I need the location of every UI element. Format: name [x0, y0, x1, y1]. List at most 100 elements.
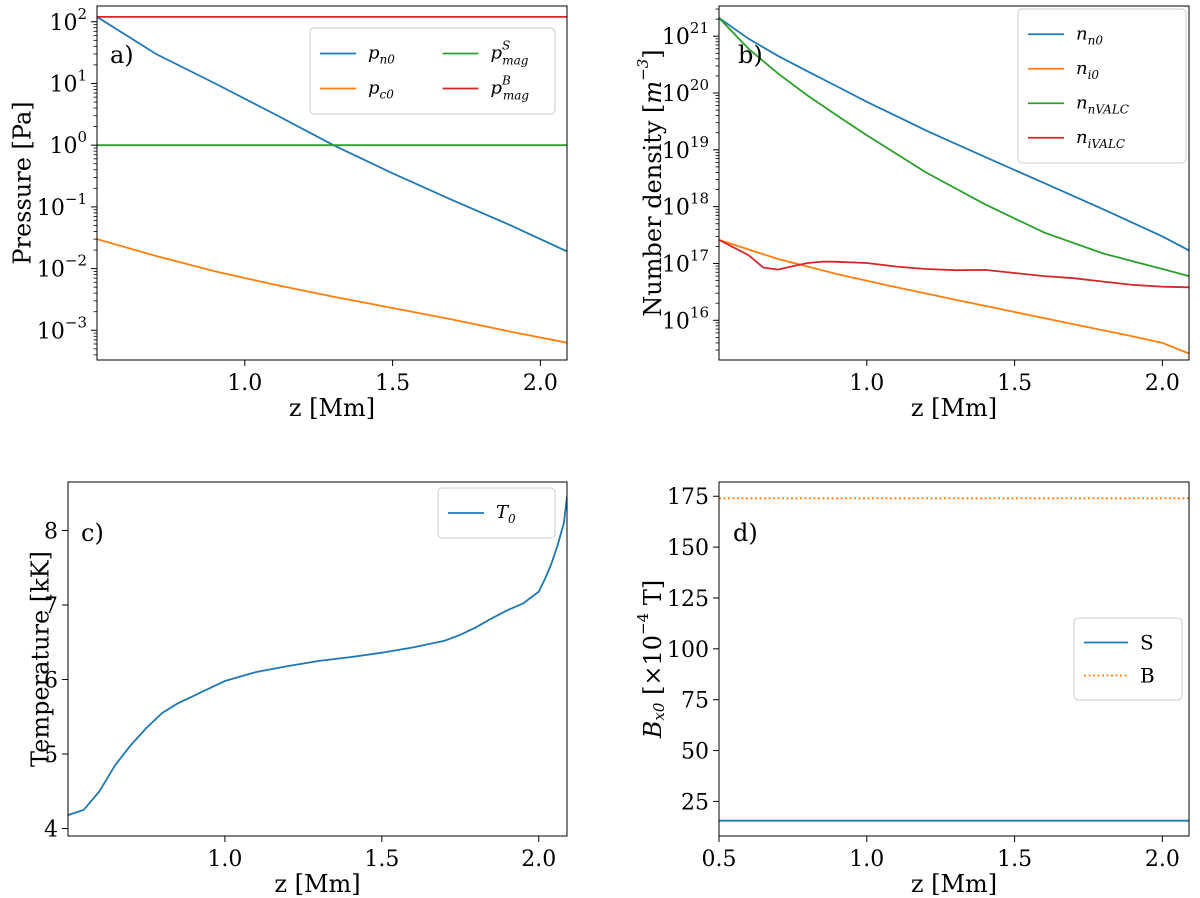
legend-label-sub: iVALC: [1088, 137, 1126, 151]
x-tick-label: 1.5: [375, 371, 410, 396]
y-tick-exponent: 17: [690, 246, 709, 264]
legend-label: ni0: [1076, 58, 1099, 82]
y-tick-label: 1020: [662, 76, 709, 107]
legend-label-sub: n0: [1088, 33, 1104, 47]
y-tick-label: 1017: [662, 246, 709, 277]
y-tick-label: 25: [681, 790, 709, 815]
y-tick-exponent: 20: [690, 76, 709, 94]
legend-label-sup: S: [502, 39, 510, 53]
y-tick-label: 10−3: [37, 313, 87, 344]
legend-label-symbol: n: [1076, 127, 1088, 148]
y-axis-label: Temperature [kK]: [27, 551, 55, 767]
y-tick-exponent: 1: [77, 66, 87, 84]
legend-label-symbol: p: [368, 78, 380, 99]
y-tick-label: 8: [44, 519, 58, 544]
axes-frame: [67, 481, 568, 837]
legend-box: [1073, 617, 1183, 701]
axes-frame: [718, 481, 1190, 837]
y-axis-label: Number density [m−3]: [634, 49, 667, 316]
y-tick-base: 10: [662, 252, 690, 277]
legend-label-sup: B: [501, 74, 511, 88]
legend-label-sub: i0: [1088, 68, 1100, 82]
x-tick-label: 1.5: [997, 371, 1032, 396]
y-axis-label-exp: −4: [634, 613, 652, 635]
legend-label-sub: nVALC: [1088, 102, 1129, 116]
axes-frame: [718, 5, 1190, 361]
y-tick-base: 10: [662, 139, 690, 164]
legend-label-symbol: p: [368, 43, 380, 64]
legend-label: nn0: [1076, 23, 1103, 47]
y-axis-label-text: [×10: [639, 635, 667, 703]
y-tick-exponent: −3: [65, 313, 87, 331]
x-tick-label: 1.5: [364, 847, 399, 872]
x-tick-label: 1.0: [849, 371, 884, 396]
y-tick-label: 100: [49, 128, 87, 159]
series-line-nnvalc: [719, 17, 1189, 277]
series-line-nn0: [719, 17, 1189, 252]
panel-label: d): [733, 519, 758, 547]
x-axis-label: z [Mm]: [911, 870, 997, 898]
legend-label-sub: n0: [380, 53, 396, 67]
y-tick-label: 1016: [662, 303, 709, 334]
x-tick-label: 1.5: [997, 847, 1032, 872]
y-tick-base: 10: [662, 82, 690, 107]
y-axis-label-symbol: B: [639, 721, 667, 740]
x-axis-label: z [Mm]: [274, 870, 360, 898]
series-line-nivalc: [719, 239, 1189, 289]
y-tick-label: 1021: [662, 19, 709, 50]
legend-box: [1017, 8, 1187, 164]
legend-label-sub: c0: [380, 88, 395, 102]
legend-label-symbol: n: [1076, 58, 1088, 79]
legend-label: pn0: [368, 43, 395, 67]
y-tick-base: 10: [37, 319, 65, 344]
legend-box: [309, 27, 556, 115]
y-axis-label-sub: x0: [650, 702, 668, 720]
y-tick-label: 101: [49, 66, 87, 97]
x-tick-label: 2.0: [1145, 371, 1180, 396]
y-tick-exponent: −1: [65, 190, 87, 208]
legend-label-symbol: T: [496, 502, 510, 523]
x-axis-label: z [Mm]: [911, 394, 997, 422]
y-tick-exponent: −2: [65, 252, 87, 270]
y-tick-exponent: 21: [690, 19, 709, 37]
x-tick-label: 0.5: [702, 847, 737, 872]
legend-label: pS mag: [491, 39, 529, 68]
legend-label: nnVALC: [1076, 92, 1129, 116]
legend-label-sub: mag: [503, 89, 530, 103]
y-tick-base: 10: [49, 11, 77, 36]
y-tick-label: 6: [44, 668, 58, 693]
legend-label: S: [1140, 631, 1154, 655]
axes-frame: [96, 5, 568, 361]
y-tick-base: 10: [37, 258, 65, 283]
x-tick-label: 1.0: [207, 847, 242, 872]
y-tick-exponent: 2: [77, 5, 87, 23]
x-axis-label: z [Mm]: [289, 394, 375, 422]
legend-label-sub: mag: [502, 54, 529, 68]
y-tick-exponent: 18: [690, 190, 709, 208]
legend-label-symbol: p: [491, 78, 503, 99]
series-line-ni0: [719, 239, 1189, 355]
y-tick-label: 4: [44, 818, 58, 843]
x-tick-label: 1.0: [849, 847, 884, 872]
y-tick-base: 10: [49, 72, 77, 97]
y-tick-base: 10: [662, 309, 690, 334]
y-tick-label: 7: [44, 594, 58, 619]
legend-label: B: [1140, 664, 1155, 688]
panel-d: 0.5 1.0 1.5 2.0 25 50 75 100 125 150 175 z [Mm] Bx0 …: [634, 481, 1190, 898]
panel-label: b): [738, 41, 763, 69]
panel-label: a): [110, 41, 134, 69]
panel-label: c): [81, 519, 104, 547]
y-tick-label: 1018: [662, 190, 709, 221]
y-tick-base: 10: [49, 134, 77, 159]
y-axis-label-close: ]: [639, 49, 667, 58]
y-tick-label: 175: [667, 485, 709, 510]
y-tick-exponent: 0: [77, 128, 87, 146]
legend-label-sub: 0: [508, 512, 516, 526]
y-tick-label: 50: [681, 740, 709, 765]
legend-label-symbol: n: [1076, 92, 1088, 113]
series-line-pc0: [97, 238, 567, 344]
panel-c: 1.0 1.5 2.0 4 5 6 7 8 z [Mm] Temperature [kK] c) T0: [27, 481, 568, 898]
legend-label: T0: [496, 502, 516, 526]
